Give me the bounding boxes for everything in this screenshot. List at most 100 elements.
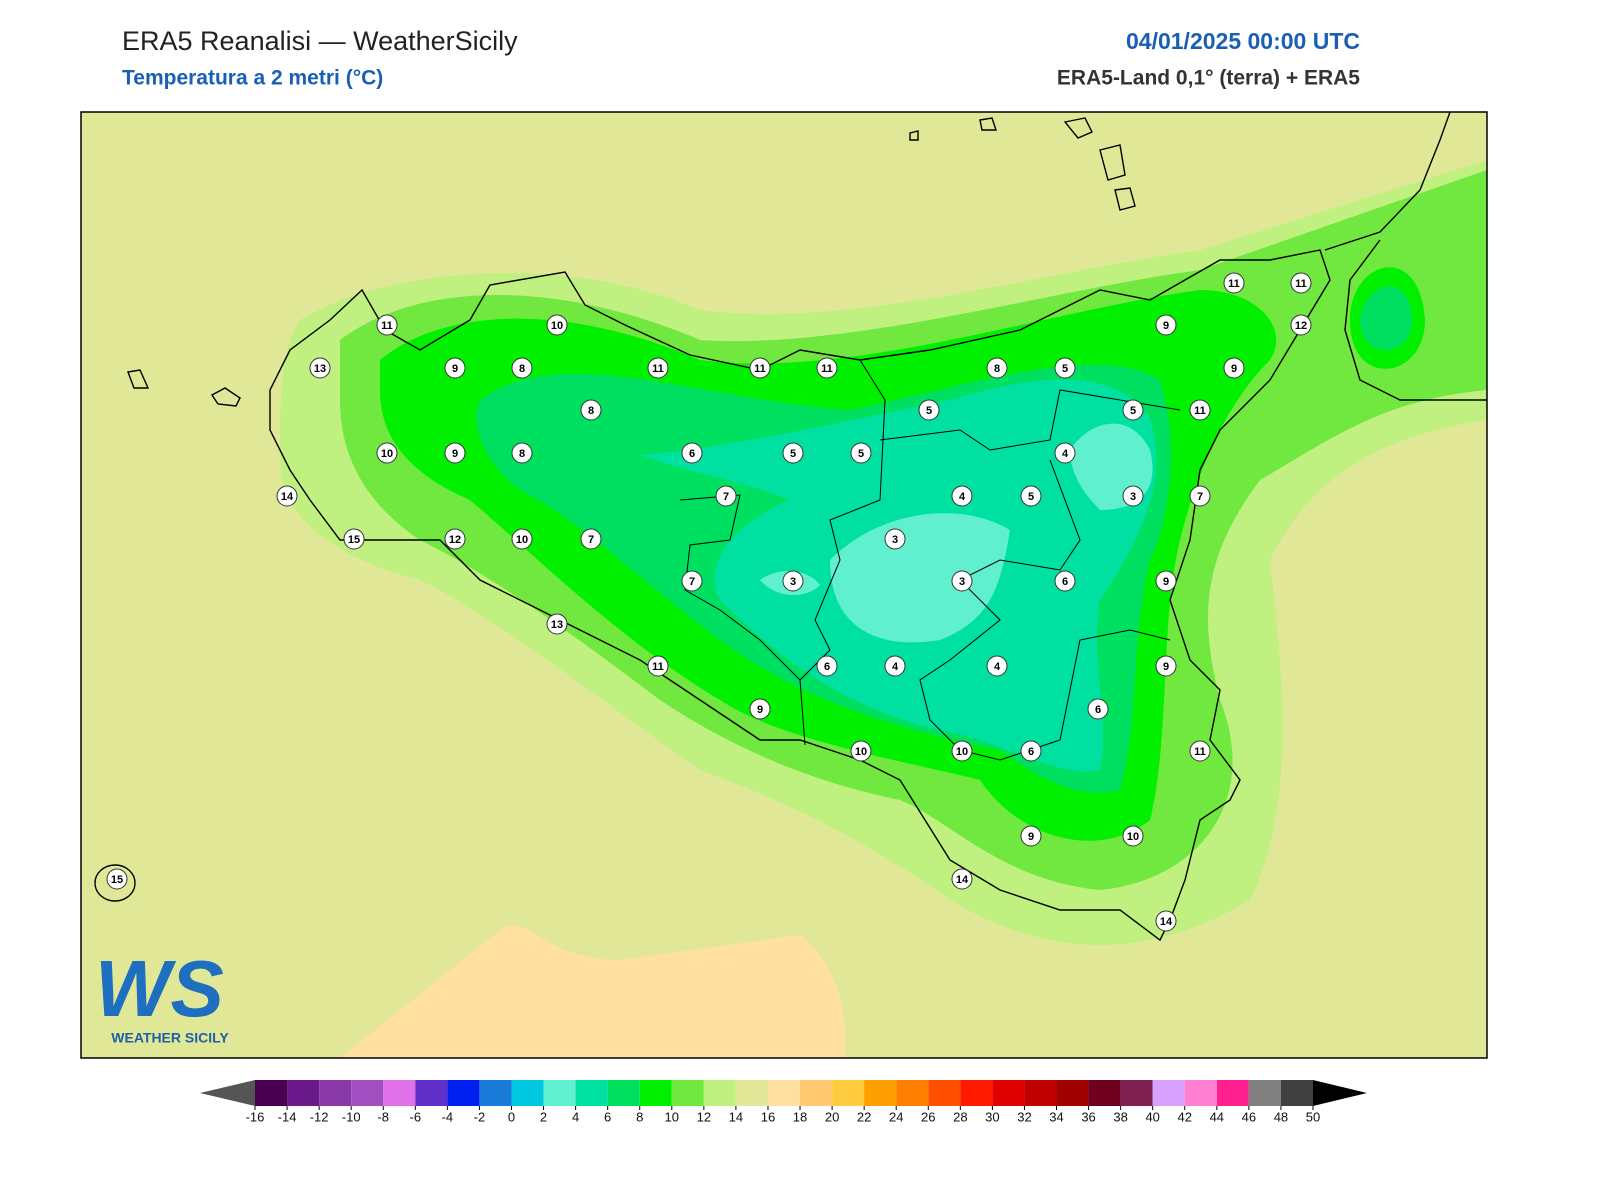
colorbar-label: 16 [761, 1109, 775, 1124]
colorbar-bin [1056, 1080, 1089, 1106]
station-value: 3 [1130, 491, 1136, 503]
station-marker [546, 314, 568, 336]
station-value: 11 [1295, 278, 1307, 290]
station-marker [444, 442, 466, 464]
station-marker [749, 357, 771, 379]
colorbar-label: -4 [442, 1109, 454, 1124]
map-frame [80, 111, 1488, 1059]
colorbar-label: 34 [1049, 1109, 1063, 1124]
colorbar-bin [575, 1080, 608, 1106]
aeolian [909, 117, 1136, 211]
station-value: 7 [1197, 491, 1203, 503]
station-marker [444, 528, 466, 550]
contour-fill [760, 423, 1153, 643]
station-value: 10 [956, 746, 968, 758]
colorbar-label: 12 [697, 1109, 711, 1124]
station-value: 5 [858, 448, 864, 460]
logo-mark: WS [95, 944, 224, 1033]
station-value: 14 [1160, 916, 1173, 928]
station-value: 3 [790, 576, 796, 588]
station-marker [1054, 570, 1076, 592]
station-value: 11 [381, 320, 393, 332]
station-value: 5 [1028, 491, 1034, 503]
station-value: 9 [1163, 661, 1169, 673]
station-value: 4 [1062, 448, 1069, 460]
station-marker [511, 528, 533, 550]
station-value: 12 [1295, 320, 1307, 332]
colorbar-label: 40 [1145, 1109, 1159, 1124]
colorbar-label: 22 [857, 1109, 871, 1124]
station-value: 6 [1028, 746, 1034, 758]
station-marker [782, 442, 804, 464]
station-value: 9 [1163, 576, 1169, 588]
colorbar-bin [992, 1080, 1025, 1106]
logo-text: WEATHER SICILY [111, 1030, 229, 1046]
station-marker [343, 528, 365, 550]
station-marker [1054, 442, 1076, 464]
colorbar-bin [1216, 1080, 1249, 1106]
colorbar-label: 4 [572, 1109, 579, 1124]
colorbar: -16 -14 -12 -10 -8 -6 -4 -2 0 2 4 6 8 10 12 14 16 18 20 22 2… [200, 1080, 1367, 1124]
station-marker [1054, 357, 1076, 379]
station-value: 9 [1231, 363, 1237, 375]
colorbar-label: 32 [1017, 1109, 1031, 1124]
station-value: 8 [519, 363, 525, 375]
colorbar-label: 0 [508, 1109, 515, 1124]
station-value: 7 [689, 576, 695, 588]
colorbar-bin [1184, 1080, 1217, 1106]
station-marker [276, 485, 298, 507]
colorbar-label: -10 [342, 1109, 361, 1124]
colorbar-label: 14 [729, 1109, 743, 1124]
colorbar-bin [415, 1080, 448, 1106]
colorbar-label: 28 [953, 1109, 967, 1124]
sicily-coast [269, 249, 1331, 942]
station-marker [1122, 485, 1144, 507]
station-marker [511, 442, 533, 464]
station-marker [1155, 655, 1177, 677]
station-marker [986, 357, 1008, 379]
station-value: 11 [1194, 746, 1206, 758]
colorbar-label: 20 [825, 1109, 839, 1124]
colorbar-bin [767, 1080, 801, 1106]
colorbar-bin [800, 1080, 833, 1106]
colorbar-bin [832, 1080, 865, 1106]
station-value: 9 [1163, 320, 1169, 332]
colorbar-label: 26 [921, 1109, 935, 1124]
colorbar-bin [735, 1080, 768, 1106]
colorbar-label: 50 [1306, 1109, 1320, 1124]
station-marker [951, 570, 973, 592]
datetime: 04/01/2025 00:00 UTC [1126, 28, 1360, 54]
station-value: 9 [1028, 831, 1034, 843]
colorbar-bin [639, 1080, 672, 1106]
pantelleria [94, 864, 136, 902]
colorbar-bin [928, 1080, 961, 1106]
station-value: 4 [994, 661, 1001, 673]
colorbar-label: 8 [636, 1109, 643, 1124]
colorbar-label: 24 [889, 1109, 903, 1124]
station-marker [850, 740, 872, 762]
station-value: 11 [652, 363, 664, 375]
station-value: 10 [855, 746, 867, 758]
colorbar-bin [511, 1080, 544, 1106]
colorbar-bin [960, 1080, 993, 1106]
station-marker [511, 357, 533, 379]
colorbar-bin [351, 1080, 384, 1106]
station-value: 9 [757, 704, 763, 716]
station-marker [1020, 825, 1042, 847]
colorbar-bin [864, 1080, 897, 1106]
logo: WS WEATHER SICILY [95, 944, 229, 1046]
station-marker [681, 442, 703, 464]
colorbar-label: 36 [1081, 1109, 1095, 1124]
stations: 11 10 13 9 8 11 11 11 8 5 9 11 11 12 9 8 5 5 11 10 9 8 6 5 5 4 14 7… [106, 272, 1312, 932]
station-value: 11 [821, 363, 833, 375]
colorbar-bin [703, 1080, 736, 1106]
colorbar-bin [607, 1080, 640, 1106]
title: ERA5 Reanalisi — WeatherSicily [122, 26, 518, 56]
colorbar-label: 44 [1210, 1109, 1224, 1124]
station-marker [1155, 314, 1177, 336]
station-marker [546, 613, 568, 635]
colorbar-label: 30 [985, 1109, 999, 1124]
station-marker [749, 698, 771, 720]
station-marker [1189, 485, 1211, 507]
